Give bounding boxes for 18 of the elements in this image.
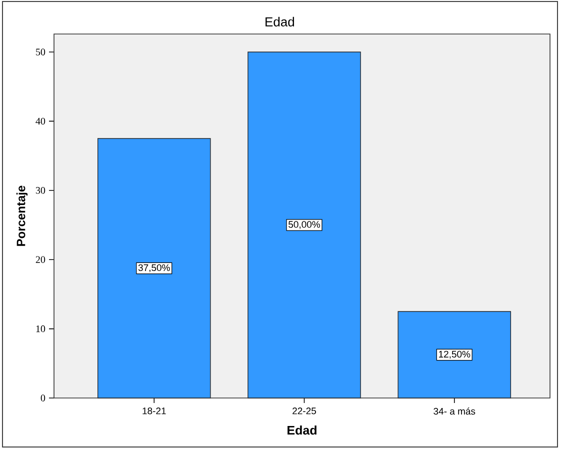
- data-label: 50,00%: [288, 221, 320, 229]
- x-tick-label: 18-21: [142, 408, 166, 414]
- x-axis-title: Edad: [288, 425, 316, 435]
- data-label: 37,50%: [138, 264, 170, 272]
- bar: [97, 138, 211, 398]
- x-tick-label: 22-25: [292, 408, 316, 414]
- y-tick-label: 20: [36, 256, 46, 263]
- y-tick-label: 10: [36, 325, 46, 332]
- y-tick-label: 0: [40, 394, 46, 402]
- chart-title: Edad: [266, 16, 294, 26]
- y-tick-label: 30: [36, 187, 46, 194]
- x-tick-label: 34- a más: [434, 408, 476, 415]
- y-tick-label: 40: [36, 118, 46, 125]
- bar: [398, 311, 512, 398]
- y-axis-title: Porcentaje: [16, 186, 28, 246]
- data-label: 12,50%: [438, 350, 470, 359]
- bar: [248, 52, 361, 398]
- y-tick-label: 50: [36, 48, 46, 56]
